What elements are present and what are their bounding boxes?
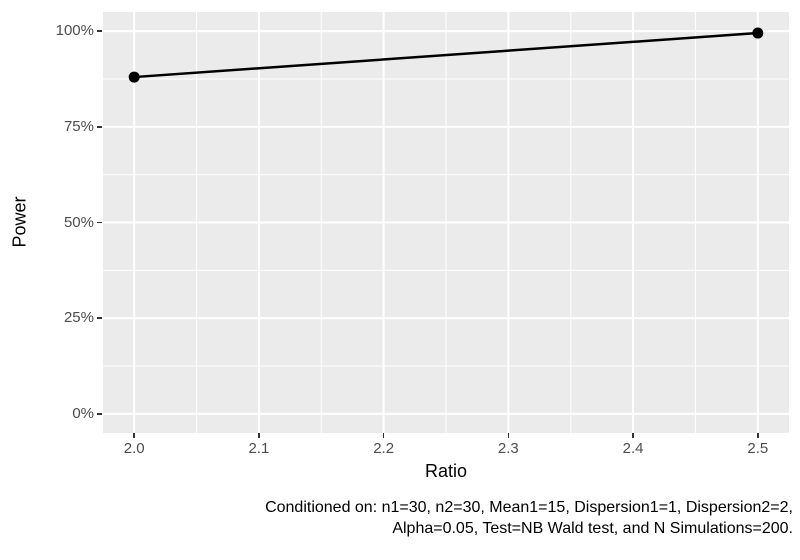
y-tick-mark [97,221,102,224]
y-tick-label: 100% [55,22,94,40]
x-tick-label: 2.1 [248,440,270,457]
power-line-series [134,31,758,79]
x-tick-mark [507,433,510,438]
x-tick-mark [133,433,135,438]
x-axis-title: Ratio [424,461,468,481]
plot-canvas [103,12,789,433]
x-tick-mark [382,433,385,438]
y-tick-mark [97,30,102,32]
y-tick-mark [97,126,102,128]
x-tick-label: 2.3 [497,440,519,457]
x-tick-label: 2.4 [622,440,644,457]
y-tick-label: 25% [63,309,94,327]
caption-line-1: Conditioned on: n1=30, n2=30, Mean1=15, … [265,499,793,516]
y-tick-label: 75% [63,117,94,135]
y-tick-mark [97,317,102,319]
plot-panel [103,12,789,433]
y-axis-title: Power [9,196,30,248]
x-tick-mark [757,433,759,438]
x-tick-label: 2.0 [123,440,145,457]
y-tick-label: 0% [72,404,94,422]
data-point [128,71,140,83]
x-tick-label: 2.5 [747,440,769,457]
x-tick-mark [632,433,634,438]
x-tick-mark [258,433,260,438]
y-tick-mark [97,413,102,415]
data-point [752,27,764,39]
plot-caption: Conditioned on: n1=30, n2=30, Mean1=15, … [73,497,793,539]
y-tick-label: 50% [63,213,94,231]
x-tick-label: 2.2 [373,440,395,457]
caption-line-2: Alpha=0.05, Test=NB Wald test, and N Sim… [392,520,793,537]
